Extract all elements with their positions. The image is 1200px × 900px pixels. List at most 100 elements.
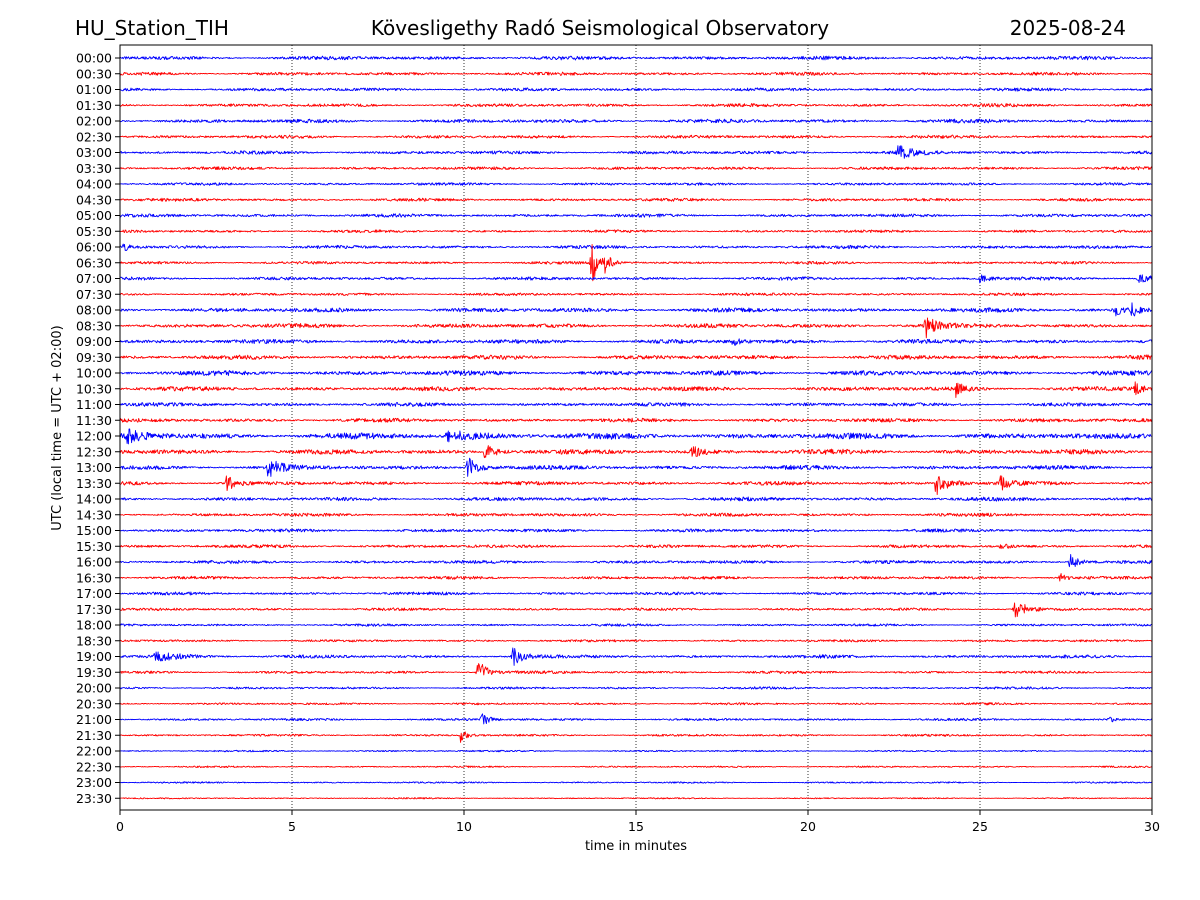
y-tick-label: 22:30 xyxy=(76,759,112,774)
y-tick-label: 12:30 xyxy=(76,444,112,459)
trace-0930 xyxy=(119,354,1153,360)
y-tick-label: 02:00 xyxy=(76,114,112,129)
x-axis-ticks: 0 5 10 15 20 25 30 xyxy=(116,810,1160,834)
trace-1230 xyxy=(119,445,1153,459)
trace-1100 xyxy=(119,402,1153,407)
y-tick-label: 14:00 xyxy=(76,492,112,507)
trace-1400 xyxy=(119,496,1153,502)
y-tick-label: 11:30 xyxy=(76,413,112,428)
y-tick-label: 13:00 xyxy=(76,460,112,475)
trace-0330 xyxy=(119,166,1153,171)
trace-0500 xyxy=(119,213,1153,218)
trace-1800 xyxy=(119,623,1153,627)
trace-0700 xyxy=(119,274,1153,284)
trace-0300 xyxy=(119,145,1153,159)
station-title: HU_Station_TIH xyxy=(75,16,229,40)
trace-0730 xyxy=(119,292,1153,297)
y-tick-label: 14:30 xyxy=(76,507,112,522)
y-tick-label: 00:30 xyxy=(76,66,112,81)
y-tick-label: 10:30 xyxy=(76,381,112,396)
trace-2300 xyxy=(119,781,1153,784)
y-tick-label: 19:30 xyxy=(76,665,112,680)
trace-1700 xyxy=(119,591,1153,596)
y-tick-label: 21:00 xyxy=(76,712,112,727)
trace-1630 xyxy=(119,573,1153,582)
y-tick-label: 20:00 xyxy=(76,681,112,696)
y-tick-label: 04:00 xyxy=(76,177,112,192)
y-tick-label: 17:00 xyxy=(76,586,112,601)
trace-1530 xyxy=(119,543,1153,550)
y-tick-label: 22:00 xyxy=(76,744,112,759)
observatory-title: Kövesligethy Radó Seismological Observat… xyxy=(371,16,829,40)
y-tick-label: 18:00 xyxy=(76,618,112,633)
y-tick-label: 04:30 xyxy=(76,192,112,207)
y-tick-label: 12:00 xyxy=(76,429,112,444)
y-tick-label: 03:00 xyxy=(76,145,112,160)
y-tick-label: 18:30 xyxy=(76,633,112,648)
y-tick-label: 05:30 xyxy=(76,224,112,239)
trace-0000 xyxy=(119,55,1153,61)
trace-2000 xyxy=(119,686,1153,690)
trace-0630 xyxy=(119,244,1153,282)
y-tick-label: 06:00 xyxy=(76,240,112,255)
trace-0130 xyxy=(119,103,1153,108)
trace-0900 xyxy=(119,338,1153,346)
trace-1130 xyxy=(119,417,1153,423)
x-tick-label: 30 xyxy=(1144,819,1160,834)
x-tick-label: 10 xyxy=(456,819,472,834)
y-tick-label: 16:00 xyxy=(76,555,112,570)
trace-1200 xyxy=(119,428,1153,445)
plot-frame xyxy=(119,44,1153,811)
y-tick-label: 19:00 xyxy=(76,649,112,664)
trace-1500 xyxy=(119,528,1153,533)
trace-2230 xyxy=(119,765,1153,769)
trace-1430 xyxy=(119,512,1152,517)
trace-2100 xyxy=(119,713,1153,725)
y-tick-label: 15:30 xyxy=(76,539,112,554)
trace-1930 xyxy=(119,663,1153,676)
trace-0600 xyxy=(119,243,1153,251)
trace-0100 xyxy=(119,87,1153,92)
y-tick-label: 17:30 xyxy=(76,602,112,617)
x-tick-label: 20 xyxy=(800,819,816,834)
trace-2200 xyxy=(119,749,1153,753)
y-tick-label: 01:00 xyxy=(76,82,112,97)
x-tick-label: 15 xyxy=(628,819,644,834)
trace-1300 xyxy=(119,457,1153,477)
y-tick-label: 11:00 xyxy=(76,397,112,412)
trace-2330 xyxy=(119,797,1152,800)
x-tick-label: 0 xyxy=(116,819,124,834)
y-tick-label: 23:00 xyxy=(76,775,112,790)
y-tick-label: 13:30 xyxy=(76,476,112,491)
y-tick-label: 01:30 xyxy=(76,98,112,113)
y-tick-label: 09:30 xyxy=(76,350,112,365)
trace-2030 xyxy=(119,702,1153,706)
y-axis-ticks: 00:0000:3001:0001:3002:0002:3003:0003:30… xyxy=(76,51,120,806)
y-tick-label: 21:30 xyxy=(76,728,112,743)
trace-0830 xyxy=(119,317,1153,339)
y-tick-label: 02:30 xyxy=(76,129,112,144)
y-tick-label: 10:00 xyxy=(76,366,112,381)
y-tick-label: 05:00 xyxy=(76,208,112,223)
seismic-traces xyxy=(119,55,1153,800)
trace-1000 xyxy=(119,370,1153,377)
y-tick-label: 03:30 xyxy=(76,161,112,176)
trace-2130 xyxy=(119,731,1153,743)
y-tick-label: 09:00 xyxy=(76,334,112,349)
y-tick-label: 08:30 xyxy=(76,318,112,333)
trace-0800 xyxy=(119,302,1153,317)
trace-1830 xyxy=(119,639,1153,643)
date-title: 2025-08-24 xyxy=(1010,16,1126,40)
trace-1600 xyxy=(119,554,1153,568)
trace-1330 xyxy=(120,475,1152,496)
trace-0530 xyxy=(119,229,1153,234)
trace-1730 xyxy=(119,602,1153,618)
y-tick-label: 08:00 xyxy=(76,303,112,318)
y-tick-label: 20:30 xyxy=(76,696,112,711)
trace-0400 xyxy=(119,182,1153,186)
y-tick-label: 07:00 xyxy=(76,271,112,286)
y-tick-label: 06:30 xyxy=(76,255,112,270)
y-tick-label: 07:30 xyxy=(76,287,112,302)
